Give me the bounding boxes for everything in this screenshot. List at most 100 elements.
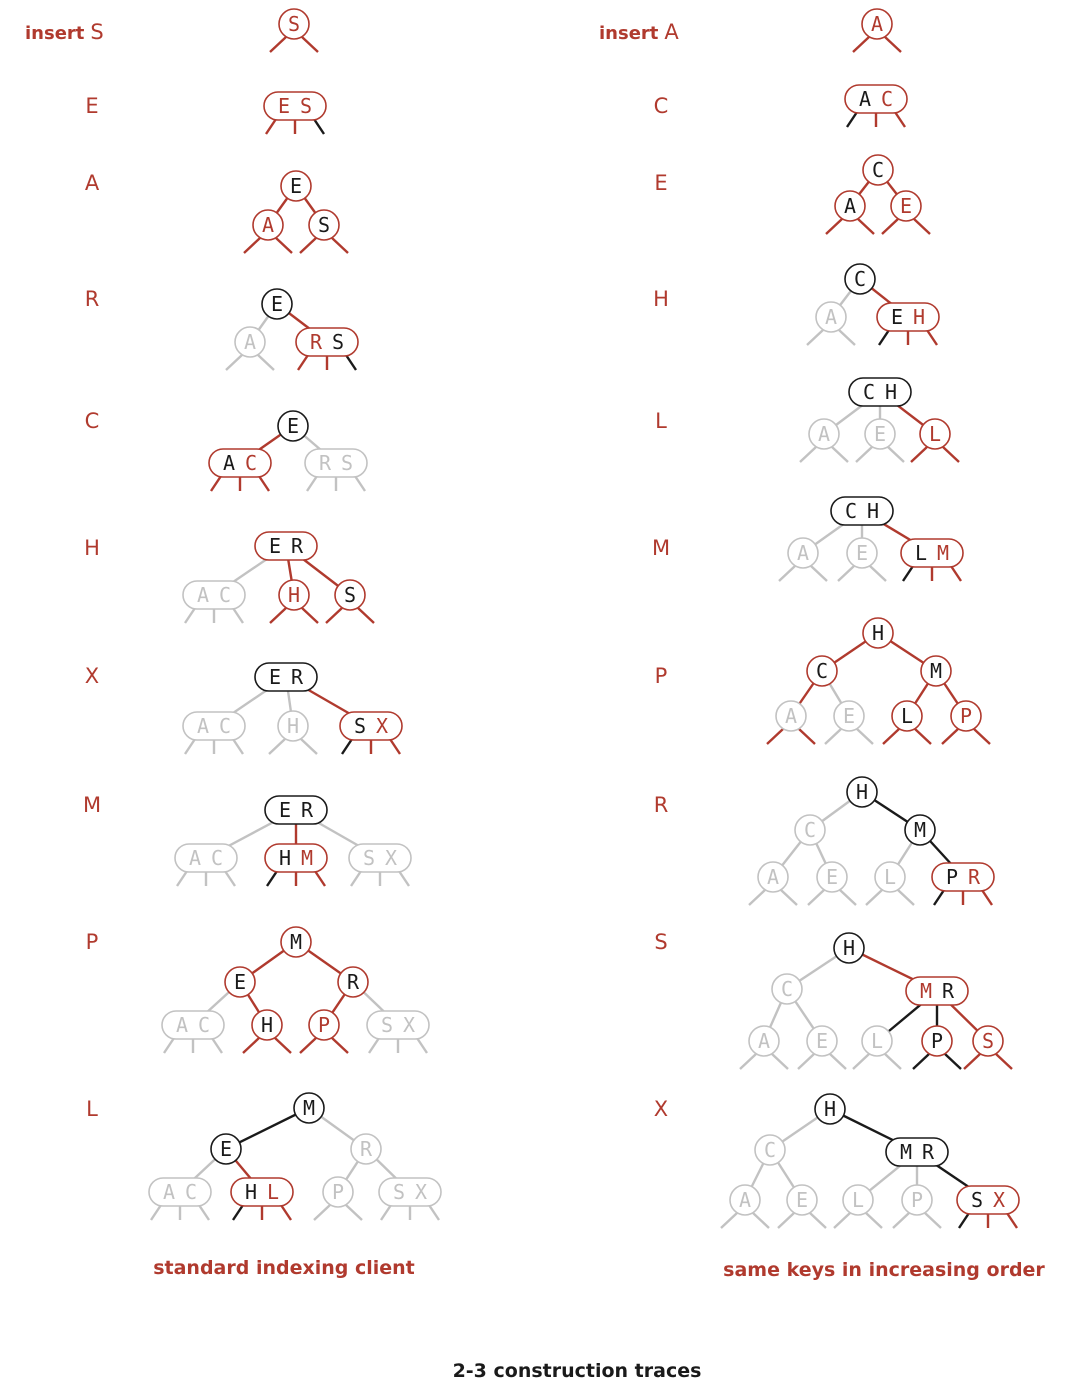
two-node — [280, 926, 312, 958]
two-node — [890, 190, 922, 222]
three-node — [264, 843, 328, 873]
node-key: A — [176, 1013, 188, 1037]
node-key: S — [300, 94, 312, 118]
null-link — [345, 1204, 363, 1221]
node-key: A — [197, 583, 209, 607]
right-tree-5: C H A E L M — [778, 496, 964, 582]
three-node — [956, 1185, 1020, 1215]
null-link — [852, 36, 870, 53]
node-key: M — [914, 818, 926, 842]
node-key: H — [856, 780, 868, 804]
left-step-label-0: insert S — [25, 20, 104, 44]
null-link — [882, 728, 900, 745]
three-node — [295, 327, 359, 357]
left-tree-0: S — [269, 8, 319, 53]
two-node — [846, 776, 878, 808]
two-node — [210, 1133, 242, 1165]
null-link — [313, 118, 325, 135]
null-link — [380, 1204, 392, 1221]
node-key: C — [219, 714, 231, 738]
null-link — [225, 354, 243, 371]
two-node — [833, 932, 865, 964]
left-step-label-7: M — [83, 793, 101, 817]
null-link — [748, 889, 766, 906]
null-link — [331, 1037, 349, 1054]
null-link — [739, 1053, 757, 1070]
node-key: C — [804, 818, 816, 842]
node-key: X — [993, 1188, 1005, 1212]
null-link — [799, 446, 817, 463]
null-link — [973, 728, 991, 745]
node-key: E — [891, 305, 903, 329]
right-step-key: A — [664, 20, 679, 44]
right-tree-4: C H A E L — [799, 377, 960, 463]
null-link — [242, 1037, 260, 1054]
node-key: M — [900, 1140, 912, 1164]
null-link — [416, 1037, 428, 1054]
node-key: S — [341, 451, 353, 475]
two-node — [754, 1134, 786, 1166]
null-link — [857, 218, 875, 235]
node-key: S — [393, 1180, 405, 1204]
left-tree-4: E A C R S — [208, 410, 368, 492]
null-link — [265, 118, 277, 135]
node-key: X — [403, 1013, 415, 1037]
three-node — [254, 531, 318, 561]
node-key: E — [278, 94, 290, 118]
three-node — [900, 538, 964, 568]
null-link — [314, 870, 326, 887]
right-tree-0: A — [852, 8, 902, 53]
node-key: P — [960, 704, 972, 728]
node-key: H — [287, 714, 299, 738]
three-node — [161, 1010, 225, 1040]
right-tree-6: H C M A E L P — [766, 617, 991, 745]
node-key: X — [385, 846, 397, 870]
two-node — [293, 1092, 325, 1124]
null-link — [829, 1053, 847, 1070]
two-node — [277, 410, 309, 442]
node-key: M — [303, 1096, 315, 1120]
two-node — [337, 966, 369, 998]
two-node — [729, 1184, 761, 1216]
two-node — [322, 1176, 354, 1208]
node-key: R — [319, 451, 332, 475]
left-tree-6: E R A C H S X — [182, 662, 403, 755]
node-key: R — [291, 534, 304, 558]
null-link — [269, 607, 287, 624]
null-link — [1006, 1212, 1018, 1229]
node-key: A — [244, 330, 256, 354]
node-key: H — [872, 621, 884, 645]
two-node — [844, 263, 876, 295]
null-link — [831, 446, 849, 463]
null-link — [269, 36, 287, 53]
null-link — [846, 111, 858, 128]
two-node — [808, 418, 840, 450]
node-key: H — [843, 936, 855, 960]
node-key: E — [279, 798, 291, 822]
left-step-label-6: X — [85, 664, 99, 688]
node-key: C — [245, 451, 257, 475]
node-key: M — [920, 979, 932, 1003]
three-node — [182, 580, 246, 610]
two-node — [972, 1025, 1004, 1057]
node-key: R — [922, 1140, 935, 1164]
node-key: C — [764, 1138, 776, 1162]
node-key: R — [310, 330, 323, 354]
null-link — [398, 870, 410, 887]
node-key: E — [816, 1029, 828, 1053]
node-key: H — [261, 1013, 273, 1037]
node-key: M — [301, 846, 313, 870]
node-key: E — [269, 534, 281, 558]
node-key: C — [211, 846, 223, 870]
two-node — [278, 579, 310, 611]
null-link — [837, 565, 855, 582]
null-link — [357, 607, 375, 624]
three-node — [208, 448, 272, 478]
node-key: C — [854, 267, 866, 291]
right-tree-2: CA E — [825, 154, 931, 235]
two-node — [794, 814, 826, 846]
node-key: E — [796, 1188, 808, 1212]
null-link — [150, 1204, 162, 1221]
left-step-key: S — [90, 20, 103, 44]
